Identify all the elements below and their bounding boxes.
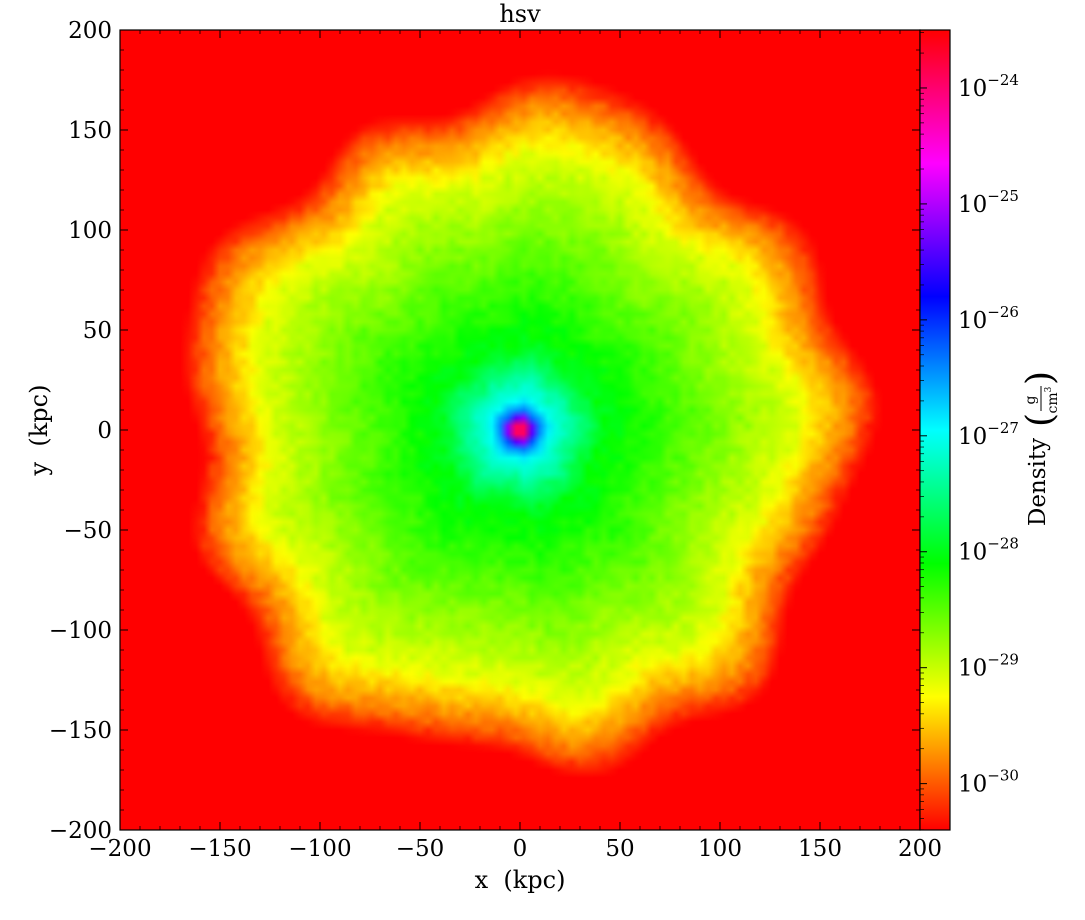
x-tick-label: 150: [798, 836, 842, 862]
x-axis-ticks: −200 −150 −100 −50 0 50 100 150 200: [88, 30, 942, 862]
colorbar-ticks: 10−30 10−29 10−28 10−27 10−26 10−25 10−24: [920, 32, 1019, 831]
x-tick-label: −150: [188, 836, 251, 862]
colorbar-tick-label: 10−24: [958, 71, 1019, 102]
x-tick-label: −200: [88, 836, 151, 862]
colorbar-tick-label: 10−29: [958, 651, 1019, 682]
y-tick-label: −200: [49, 818, 112, 844]
colorbar-unit-denominator: cm3: [1044, 386, 1061, 413]
colorbar-gradient: [920, 30, 950, 830]
y-tick-label: 100: [68, 218, 112, 244]
colorbar-frame: [919, 29, 951, 831]
colorbar-tick-label: 10−25: [958, 187, 1019, 218]
plot-area: [120, 30, 920, 830]
x-tick-label: −50: [396, 836, 445, 862]
colorbar-tick-label: 10−30: [958, 767, 1019, 798]
colorbar-tick-label: 10−27: [958, 419, 1019, 450]
chart-title: hsv: [499, 0, 541, 28]
colorbar-tick-label: 10−26: [958, 303, 1019, 334]
y-tick-label: −150: [49, 718, 112, 744]
colorbar: 10−30 10−29 10−28 10−27 10−26 10−25 10−24: [919, 29, 1019, 831]
colorbar-unit-paren-close: ): [1020, 371, 1061, 385]
colorbar-label: Density ( g cm3 ): [1020, 371, 1061, 526]
x-tick-label: 200: [898, 836, 942, 862]
colorbar-unit-numerator: g: [1023, 395, 1039, 404]
y-tick-label: 150: [68, 118, 112, 144]
heatmap-image: [120, 30, 920, 830]
x-axis-label: x (kpc): [475, 866, 566, 894]
x-tick-label: 50: [605, 836, 634, 862]
colorbar-unit-paren-open: (: [1020, 413, 1061, 427]
x-tick-label: 0: [513, 836, 528, 862]
x-tick-label: −100: [288, 836, 351, 862]
colorbar-label-text: Density: [1025, 438, 1051, 526]
y-tick-label: 200: [68, 18, 112, 44]
x-tick-label: 100: [698, 836, 742, 862]
y-tick-label: 50: [83, 318, 112, 344]
y-axis-label: y (kpc): [25, 385, 53, 477]
y-tick-label: −50: [63, 518, 112, 544]
y-tick-label: −100: [49, 618, 112, 644]
y-tick-label: 0: [97, 418, 112, 444]
y-axis-ticks: −200 −150 −100 −50 0 50 100 150 200: [49, 18, 920, 844]
colorbar-tick-label: 10−28: [958, 535, 1019, 566]
